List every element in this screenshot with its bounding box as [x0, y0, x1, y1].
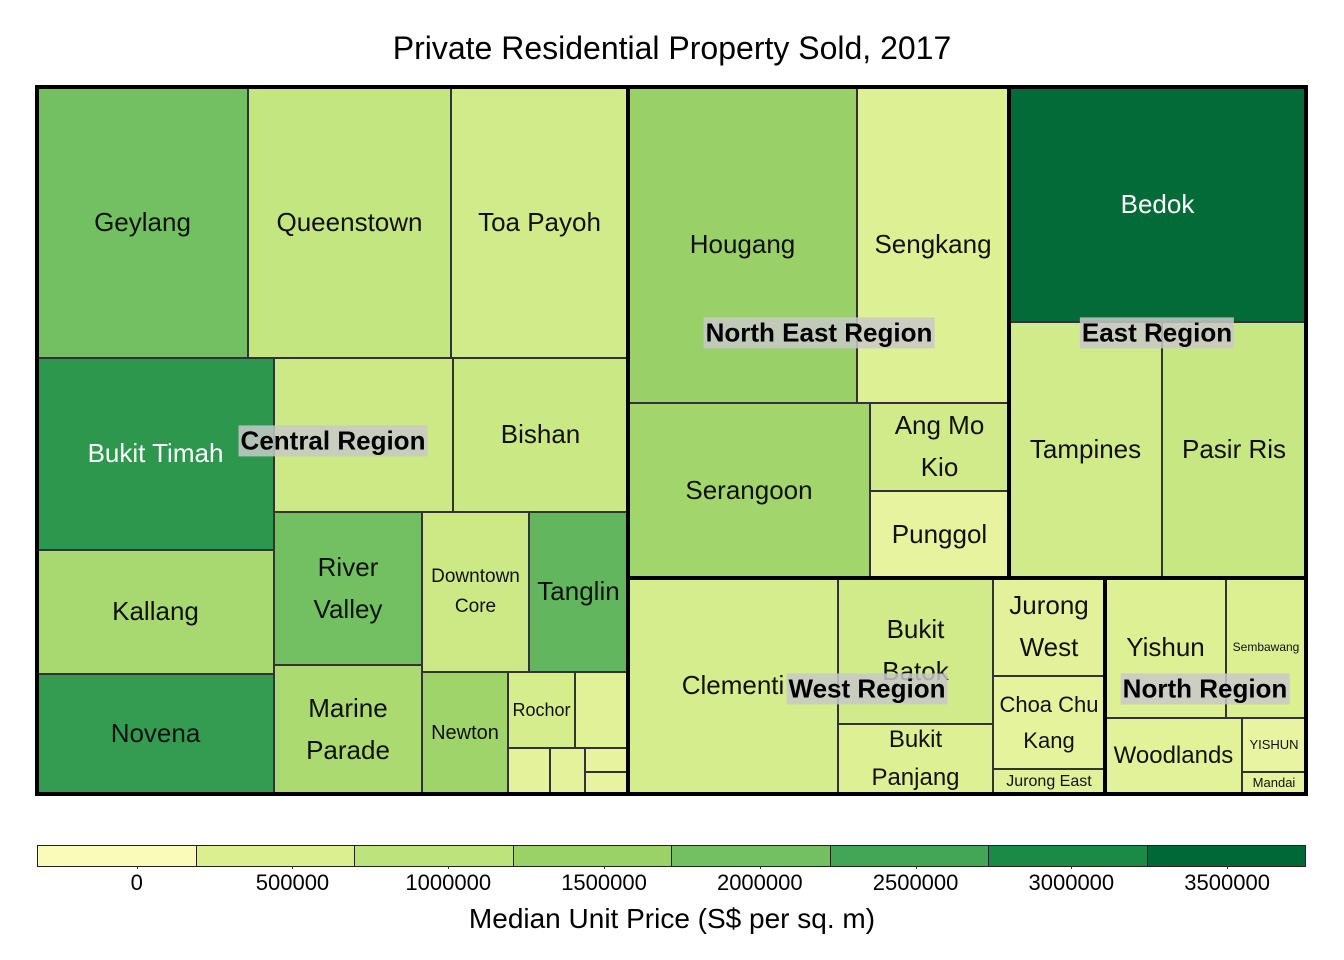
legend-swatch — [354, 845, 514, 867]
tile: Newton — [422, 672, 508, 794]
tile-label: Clementi — [681, 670, 785, 701]
tile: Mandai — [1242, 772, 1306, 794]
tile: Bukit Timah — [37, 358, 274, 550]
legend-title: Median Unit Price (S$ per sq. m) — [468, 903, 876, 934]
tile: Choa Chu Kang — [993, 676, 1105, 769]
tile-label: Jurong West — [1009, 590, 1089, 662]
legend-swatch — [988, 845, 1148, 867]
tile-label: Bishan — [500, 419, 581, 450]
tile-label: Downtown Core — [431, 565, 520, 617]
tile: Tampines — [1009, 322, 1162, 578]
tile-label: Bukit Timah — [87, 438, 224, 469]
tile-label: Tanglin — [537, 576, 620, 607]
legend-swatch — [37, 845, 197, 867]
tile: Rochor — [508, 672, 575, 748]
region-label: East Region — [1079, 317, 1235, 349]
tile-label: YISHUN — [1249, 736, 1299, 752]
legend-swatch — [195, 845, 355, 867]
tile: Tanglin — [529, 512, 628, 672]
tile-label: Serangoon — [685, 474, 813, 505]
tile-label: Tampines — [1029, 434, 1142, 465]
region-label: West Region — [786, 673, 948, 705]
tile-label: Ang Mo Kio — [894, 410, 985, 482]
tile: River Valley — [274, 512, 422, 665]
legend-tick-label: 500000 — [255, 870, 330, 895]
tile-label: Punggol — [891, 518, 988, 549]
tile — [575, 672, 628, 748]
tile: Queenstown — [248, 87, 451, 358]
legend-tick — [1071, 866, 1073, 869]
tile-label: Novena — [110, 718, 201, 749]
tile — [585, 748, 628, 772]
region-label: North East Region — [703, 317, 935, 349]
tile: Woodlands — [1105, 718, 1242, 794]
tile: Downtown Core — [422, 512, 529, 672]
tile: Ang Mo Kio — [870, 403, 1009, 491]
region-label: North Region — [1120, 673, 1290, 705]
tile — [550, 748, 585, 794]
legend-swatch — [829, 845, 989, 867]
legend-tick-label: 1000000 — [405, 870, 492, 895]
tile: Serangoon — [628, 403, 870, 578]
tile-label: River Valley — [313, 551, 383, 624]
legend-tick-label: 1500000 — [561, 870, 647, 895]
tile-label: Sembawang — [1232, 640, 1300, 655]
tile-label: Pasir Ris — [1181, 434, 1286, 465]
legend-tick — [1227, 866, 1229, 869]
legend-tick-label: 3500000 — [1184, 870, 1270, 895]
legend-tick — [915, 866, 917, 869]
tile: Punggol — [870, 491, 1009, 578]
tile-label: Hougang — [689, 229, 796, 260]
region-label: Central Region — [238, 425, 428, 457]
legend-tick — [759, 866, 761, 869]
tile-label: Woodlands — [1113, 741, 1234, 769]
tile: Novena — [37, 674, 274, 794]
legend-swatch — [671, 845, 831, 867]
tile: YISHUN — [1242, 718, 1306, 772]
tile-label: Queenstown — [276, 206, 423, 237]
tile — [508, 748, 550, 794]
tile: Jurong West — [993, 578, 1105, 676]
legend-tick — [136, 866, 138, 869]
tile-label: Yishun — [1126, 632, 1205, 663]
tile-label: Kallang — [112, 596, 199, 627]
tile: Marine Parade — [274, 665, 422, 794]
legend-tick — [292, 866, 294, 869]
tile-label: Mandai — [1252, 774, 1296, 790]
tile-label: Sengkang — [874, 229, 992, 260]
legend-tick — [448, 866, 450, 869]
chart-title: Private Residential Property Sold, 2017 — [392, 30, 952, 66]
tile: Toa Payoh — [451, 87, 628, 358]
legend-tick-label: 3000000 — [1028, 870, 1115, 895]
tile: Bishan — [453, 358, 628, 512]
tile-label: Bedok — [1120, 188, 1195, 219]
legend-swatch — [1146, 845, 1306, 867]
legend-swatch — [512, 845, 672, 867]
tile: Jurong East — [993, 769, 1105, 794]
tile-label: Bukit Panjang — [871, 725, 960, 791]
tile: Bedok — [1009, 87, 1306, 322]
tile-label: Rochor — [512, 699, 571, 720]
tile-label: Newton — [431, 722, 499, 744]
legend-tick-label: 0 — [130, 870, 143, 895]
tile-label: Choa Chu Kang — [999, 692, 1099, 753]
tile: Pasir Ris — [1162, 322, 1306, 578]
tile — [585, 772, 628, 794]
tile: Kallang — [37, 550, 274, 674]
tile: Bukit Panjang — [838, 724, 993, 794]
legend-tick-label: 2500000 — [872, 870, 959, 895]
tile: Sengkang — [857, 87, 1009, 403]
tile: Geylang — [37, 87, 248, 358]
tile-label: Jurong East — [1006, 772, 1092, 790]
tile-label: Marine Parade — [306, 692, 390, 765]
tile-label: Geylang — [94, 206, 191, 237]
legend-tick-label: 2000000 — [716, 870, 803, 895]
tile: Hougang — [628, 87, 857, 403]
legend-tick — [604, 866, 606, 869]
tile: Clementi — [628, 578, 838, 794]
tile-label: Toa Payoh — [478, 206, 601, 237]
